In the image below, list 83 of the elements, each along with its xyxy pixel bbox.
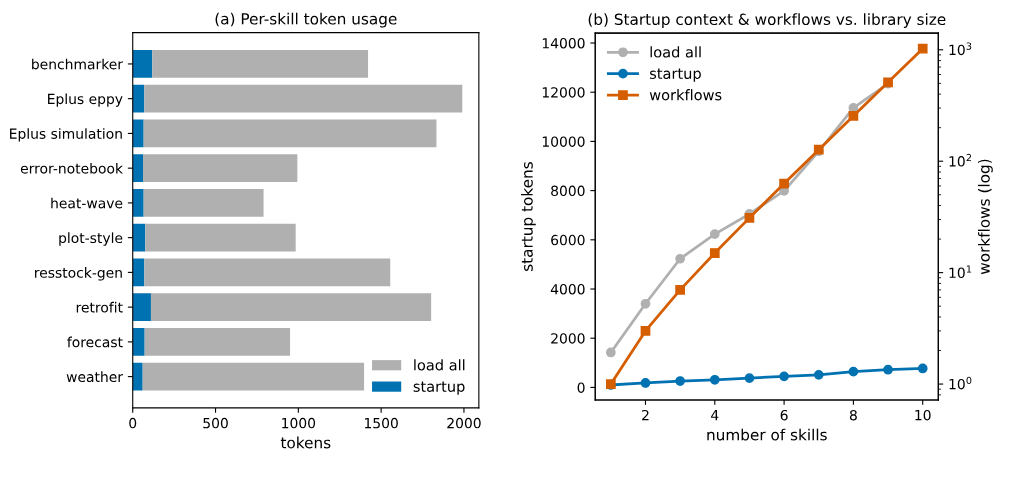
point xyxy=(744,373,755,383)
y2-axis-title: workflows (log) xyxy=(978,159,993,275)
bar xyxy=(132,50,153,78)
x-tick-label: 6 xyxy=(780,409,788,421)
bar xyxy=(132,293,151,322)
x-tick-label: 1000 xyxy=(282,417,316,429)
x-tick-label: 4 xyxy=(711,410,719,421)
y-tick-label: plot-style xyxy=(59,232,123,246)
point xyxy=(709,374,720,385)
point xyxy=(779,371,789,382)
point xyxy=(640,378,651,388)
y-tick-label: resstock-gen xyxy=(35,267,122,281)
bar xyxy=(132,154,143,183)
y-axis-title: startup tokens xyxy=(521,162,536,271)
point xyxy=(848,366,859,377)
bar xyxy=(142,362,365,391)
bar xyxy=(145,223,296,252)
y-tick-label: Eplus eppy xyxy=(48,93,123,107)
y-tick-label: 10000 xyxy=(542,136,585,147)
y-tick-label: 2000 xyxy=(551,333,585,344)
point xyxy=(709,229,720,240)
legend-label: startup xyxy=(413,381,465,395)
y-tick-label: 14000 xyxy=(542,37,585,49)
bar xyxy=(152,50,369,78)
bar xyxy=(143,119,437,148)
chart-title: (a) Per-skill token usage xyxy=(215,12,397,28)
bar xyxy=(132,223,146,252)
bar xyxy=(132,189,144,217)
bar xyxy=(132,258,145,287)
y-tick-label: heat-wave xyxy=(51,197,123,209)
bar xyxy=(143,189,264,217)
bar xyxy=(144,258,391,287)
point xyxy=(640,326,651,336)
bar xyxy=(150,293,432,322)
legend-label: load all xyxy=(414,359,465,371)
bar xyxy=(132,362,143,391)
x-tick-label: 0 xyxy=(129,417,137,429)
y-tick-label: Eplus simulation xyxy=(10,128,122,142)
y-tick-label: weather xyxy=(66,371,124,383)
legend-label: workflows xyxy=(649,89,722,101)
bar xyxy=(132,119,144,148)
bar xyxy=(144,327,291,356)
x-tick-label: 1500 xyxy=(364,417,398,429)
x-tick-label: 500 xyxy=(203,417,228,429)
point xyxy=(744,213,755,223)
y-tick-label: retrofit xyxy=(76,301,123,313)
y-tick-label: 0 xyxy=(577,382,585,393)
point xyxy=(848,111,859,121)
bar xyxy=(132,327,145,356)
point xyxy=(675,376,686,386)
point xyxy=(779,178,789,189)
x-tick-label: 2000 xyxy=(447,417,481,429)
point xyxy=(813,370,824,380)
point xyxy=(883,364,893,375)
y-tick-label: 12000 xyxy=(542,87,585,98)
y-tick-label: error-notebook xyxy=(20,162,123,174)
x-tick-label: 8 xyxy=(849,409,857,421)
x-axis-title: tokens xyxy=(280,436,331,449)
y2-tick-label: 10$^{0}$ xyxy=(949,376,972,390)
y-tick-label: 6000 xyxy=(551,234,585,246)
bar xyxy=(132,84,145,113)
point xyxy=(675,285,686,295)
y2-tick-label: 10$^{3}$ xyxy=(949,42,972,56)
x-tick-label: 2 xyxy=(642,409,649,421)
chart-title: (b) Startup context & workflows vs. library size xyxy=(588,13,946,29)
y-tick-label: 4000 xyxy=(550,283,585,295)
bar xyxy=(143,154,298,183)
x-tick-label: 10 xyxy=(915,409,931,421)
legend-label: startup xyxy=(649,68,701,82)
point xyxy=(675,253,686,264)
point xyxy=(640,298,651,309)
y2-tick-label: 10$^{2}$ xyxy=(949,153,972,167)
legend-label: load all xyxy=(650,46,701,58)
point xyxy=(917,43,928,54)
y-tick-label: forecast xyxy=(67,336,123,348)
point xyxy=(917,363,928,374)
bar xyxy=(144,84,463,113)
point xyxy=(605,347,616,358)
x-axis-title: number of skills xyxy=(707,428,827,441)
point xyxy=(709,248,720,258)
y2-tick-label: 10$^{1}$ xyxy=(949,265,972,279)
y-tick-label: benchmarker xyxy=(32,58,124,70)
y-tick-label: 8000 xyxy=(551,185,585,197)
